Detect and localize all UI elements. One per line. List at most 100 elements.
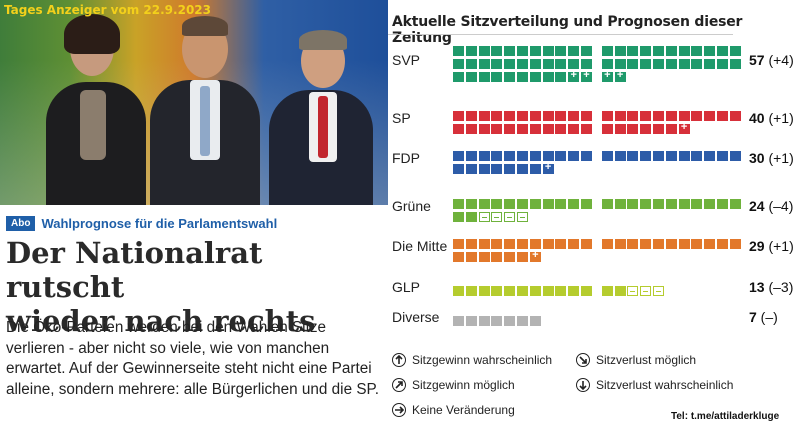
seat-mark — [568, 111, 580, 121]
seat-mark — [614, 286, 626, 296]
seat-mark — [640, 199, 652, 209]
seat-mark — [517, 124, 528, 134]
seat-mark — [491, 111, 503, 121]
seat-mark — [465, 286, 477, 296]
seat-mark — [627, 239, 639, 249]
seat-gain-mark — [529, 249, 541, 262]
seat-count-5: 13 (–3) — [749, 279, 794, 295]
seat-mark — [717, 59, 728, 69]
chart-title: Aktuelle Sitzverteilung und Prognosen di… — [392, 14, 743, 46]
seat-mark — [555, 59, 567, 69]
seat-mark — [665, 111, 677, 121]
headline-line-1: Der Nationalrat rutscht — [6, 236, 263, 304]
seat-mark — [478, 111, 490, 121]
seat-mark — [555, 46, 567, 56]
seat-mark — [717, 199, 728, 209]
seat-mark — [717, 151, 728, 161]
seat-mark — [653, 111, 664, 121]
seat-mark — [691, 46, 703, 56]
seat-mark — [491, 199, 503, 209]
seat-mark — [568, 239, 580, 249]
seat-mark — [517, 164, 528, 174]
seat-mark — [504, 59, 516, 69]
seat-mark — [465, 239, 477, 249]
seat-mark — [453, 199, 464, 209]
seat-mark — [627, 151, 639, 161]
seat-mark — [568, 151, 580, 161]
seat-mark — [678, 59, 690, 69]
seat-loss-mark — [504, 212, 516, 222]
seat-gain-mark — [614, 69, 626, 82]
seat-mark — [453, 212, 464, 222]
seat-mark — [529, 72, 541, 82]
seat-count-1: 40 (+1) — [749, 110, 794, 126]
seat-mark — [465, 212, 477, 222]
seat-mark — [581, 46, 592, 56]
seat-mark — [517, 316, 528, 326]
seat-mark — [453, 164, 464, 174]
seat-mark — [601, 46, 613, 56]
seat-mark — [504, 286, 516, 296]
seat-mark — [614, 59, 626, 69]
seat-mark — [704, 151, 716, 161]
legend-loss-possible: Sitzverlust möglich — [576, 353, 696, 367]
seat-mark — [653, 124, 664, 134]
seat-mark — [453, 286, 464, 296]
seat-mark — [542, 72, 554, 82]
seat-loss-mark — [653, 286, 664, 296]
seat-mark — [555, 111, 567, 121]
seat-mark — [691, 59, 703, 69]
seat-count-0: 57 (+4) — [749, 52, 794, 68]
seat-mark — [601, 59, 613, 69]
article-kicker[interactable]: Wahlprognose für die Parlamentswahl — [41, 216, 278, 231]
seat-mark — [542, 286, 554, 296]
arrow-right-icon — [392, 403, 406, 417]
legend-gain-likely: Sitzgewinn wahrscheinlich — [392, 353, 552, 367]
arrow-up-right-icon — [392, 378, 406, 392]
arrow-down-icon — [576, 378, 590, 392]
seat-mark — [555, 124, 567, 134]
seat-mark — [529, 151, 541, 161]
person-middle — [150, 14, 260, 205]
seat-mark — [529, 199, 541, 209]
seat-mark — [478, 59, 490, 69]
seat-mark — [665, 124, 677, 134]
seat-mark — [665, 151, 677, 161]
article-photo: Tages Anzeiger vom 22.9.2023 — [0, 0, 388, 205]
seat-mark — [691, 239, 703, 249]
seat-mark — [581, 59, 592, 69]
seat-mark — [581, 151, 592, 161]
seat-mark — [478, 164, 490, 174]
seat-mark — [678, 199, 690, 209]
seat-mark — [542, 199, 554, 209]
seat-mark — [478, 72, 490, 82]
seat-mark — [640, 124, 652, 134]
seat-mark — [601, 111, 613, 121]
headline-line-2: wieder nach rechts — [6, 304, 316, 338]
seat-mark — [453, 59, 464, 69]
seat-mark — [465, 46, 477, 56]
party-label-0: SVP — [392, 52, 421, 68]
seat-mark — [678, 46, 690, 56]
seat-mark — [453, 151, 464, 161]
seat-mark — [542, 124, 554, 134]
seat-mark — [491, 316, 503, 326]
seat-mark — [614, 111, 626, 121]
seat-mark — [542, 151, 554, 161]
seat-mark — [665, 239, 677, 249]
seat-mark — [627, 111, 639, 121]
seat-mark — [704, 59, 716, 69]
seat-mark — [491, 252, 503, 262]
seat-mark — [478, 46, 490, 56]
seat-mark — [491, 124, 503, 134]
seat-mark — [653, 46, 664, 56]
seat-mark — [691, 151, 703, 161]
seat-mark — [529, 59, 541, 69]
seat-mark — [529, 164, 541, 174]
seat-mark — [640, 239, 652, 249]
seat-mark — [504, 316, 516, 326]
seat-mark — [529, 286, 541, 296]
seat-mark — [465, 59, 477, 69]
seat-mark — [478, 316, 490, 326]
article-headline[interactable]: Der Nationalrat rutscht wieder nach rech… — [6, 236, 386, 338]
